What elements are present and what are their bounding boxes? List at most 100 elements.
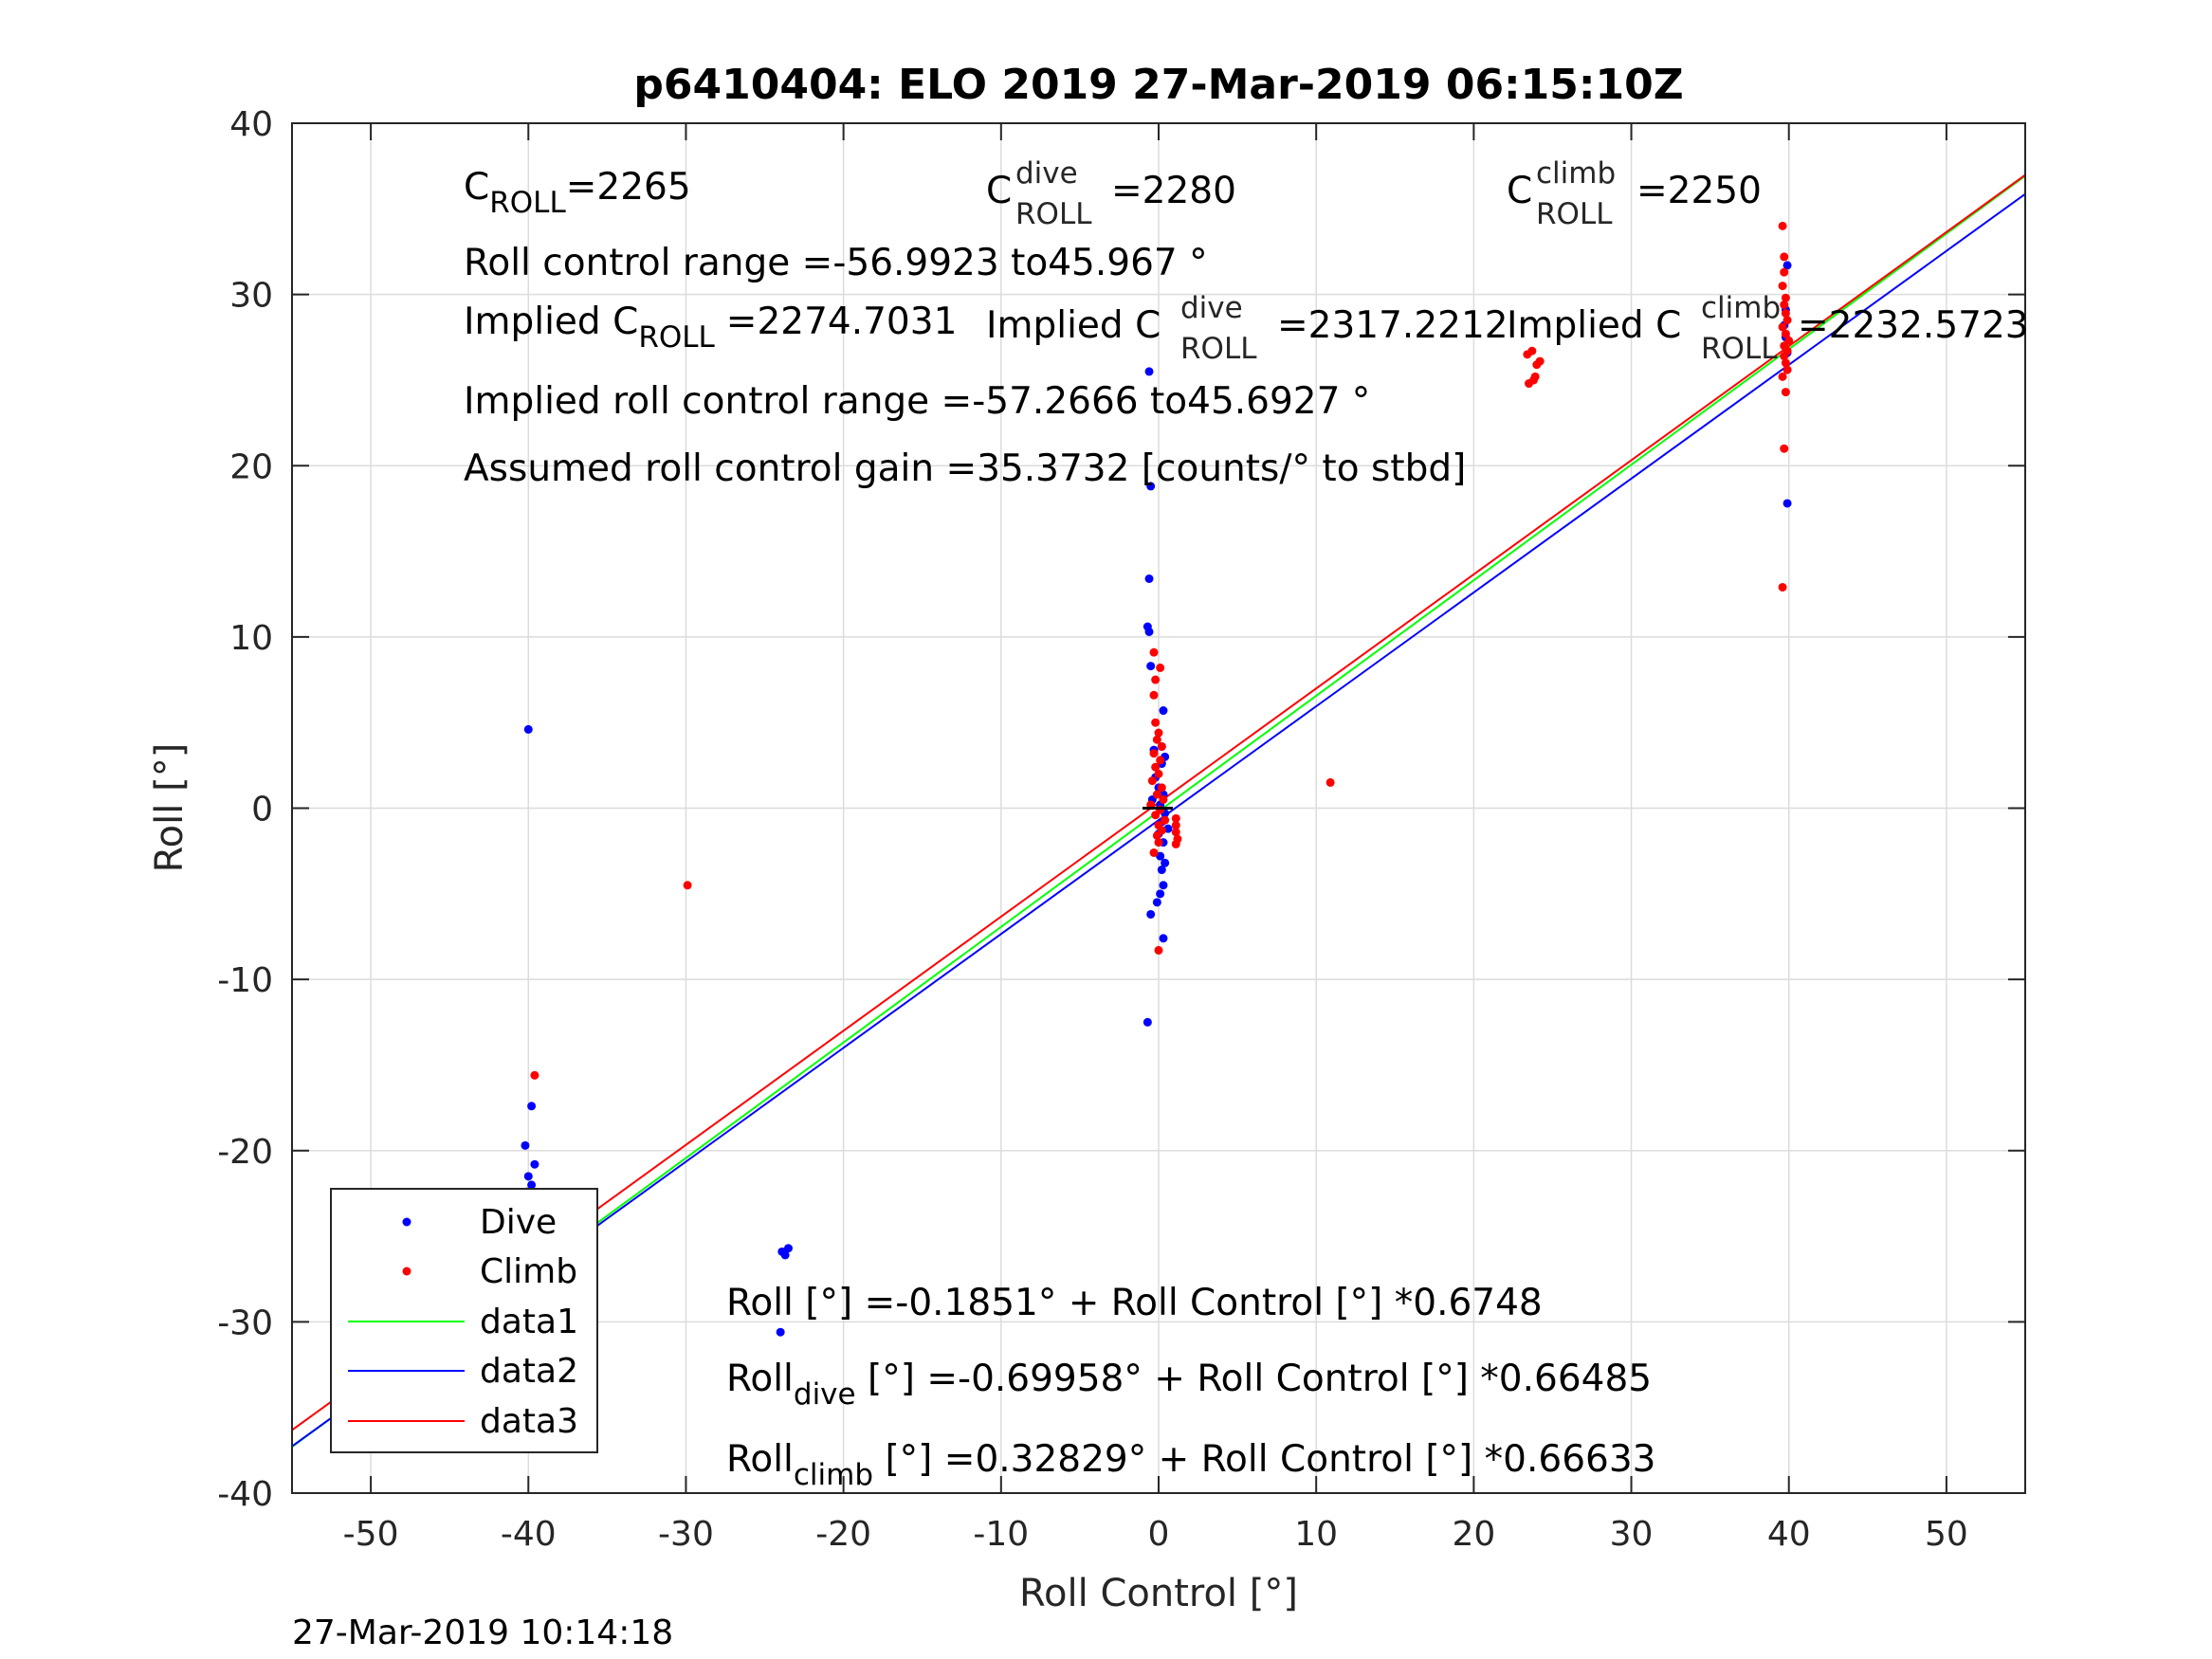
climb-point: [1151, 718, 1161, 727]
climb-point: [1782, 316, 1792, 325]
climb-point: [1149, 690, 1159, 700]
implied-c-roll-dive-annotation: Implied C: [986, 304, 1161, 347]
dive-point: [1159, 881, 1168, 890]
climb-point: [1780, 444, 1789, 453]
legend: Dive Climb data1 data2 data3: [330, 1188, 598, 1453]
implied-c-roll-value: =2274.7031: [726, 301, 958, 343]
dive-point: [530, 1159, 539, 1169]
climb-point: [1778, 282, 1787, 291]
x-tick-label: -50: [343, 1515, 399, 1554]
climb-point: [1171, 828, 1180, 837]
fit-dive-annotation: Rolldive [°] =-0.69958° + Roll Control […: [726, 1358, 1652, 1412]
implied-c-roll-dive-value: =2317.2212: [1277, 304, 1508, 347]
fit-climb-base: Roll: [726, 1438, 794, 1481]
climb-point: [1157, 783, 1166, 793]
dive-point: [1157, 866, 1166, 875]
climb-point: [1171, 821, 1180, 830]
climb-point: [1152, 735, 1161, 744]
legend-data1-label: data1: [480, 1303, 578, 1341]
c-roll-climb-base: C: [1507, 170, 1532, 212]
dive-point: [1156, 851, 1165, 861]
climb-point: [1149, 848, 1159, 857]
dive-point: [1146, 909, 1156, 919]
c-roll-climb-sup: climb: [1536, 156, 1616, 191]
dive-point: [1156, 889, 1165, 899]
y-tick-label: 30: [229, 277, 273, 316]
legend-climb-marker: [402, 1267, 411, 1276]
dive-point: [1144, 574, 1154, 583]
x-tick-label: 50: [1925, 1515, 1968, 1554]
implied-c-roll-dive-sup: dive: [1180, 291, 1243, 325]
climb-point: [1778, 582, 1787, 592]
implied-c-roll-climb-sub: ROLL: [1701, 332, 1778, 366]
climb-point: [1782, 365, 1792, 374]
x-tick-label: -20: [815, 1515, 871, 1554]
y-tick-label: -40: [217, 1475, 273, 1514]
y-tick-label: -20: [217, 1133, 273, 1172]
roll-control-range-annotation: Roll control range =-56.9923 to45.967 °: [464, 242, 1208, 284]
c-roll-dive-base: C: [986, 170, 1012, 212]
climb-point: [1527, 346, 1537, 356]
climb-point: [1152, 830, 1161, 840]
x-tick-label: 20: [1452, 1515, 1495, 1554]
y-tick-label: 20: [229, 447, 273, 486]
climb-point: [1154, 945, 1163, 955]
dive-point: [523, 1172, 533, 1181]
dive-point: [1143, 1017, 1152, 1027]
y-tick-label: 40: [229, 105, 273, 144]
climb-point: [1154, 838, 1163, 848]
dive-point: [523, 724, 533, 734]
dive-point: [1159, 706, 1168, 716]
dive-point: [780, 1250, 790, 1260]
climb-point: [1147, 776, 1157, 786]
implied-c-roll-climb-value: =2232.5723: [1798, 304, 2029, 347]
c-roll-annotation: CROLL=2265: [464, 166, 691, 220]
climb-point: [1781, 388, 1790, 397]
implied-c-roll-climb-sup: climb: [1701, 291, 1781, 325]
fit-dive-rest: [°] =-0.69958° + Roll Control [°] *0.664…: [856, 1358, 1652, 1400]
climb-point: [1151, 762, 1161, 772]
fit-dive-sub: dive: [794, 1377, 856, 1412]
x-tick-label: 30: [1610, 1515, 1654, 1554]
c-roll-dive-annotation: C: [986, 170, 1012, 212]
y-tick-label: 0: [251, 791, 273, 830]
dive-point: [1161, 858, 1170, 867]
implied-c-roll-prefix: Implied C: [464, 301, 638, 343]
climb-point: [1151, 811, 1161, 820]
climb-point: [1156, 756, 1165, 765]
x-tick-label: 0: [1148, 1515, 1170, 1554]
legend-data2-label: data2: [480, 1352, 578, 1391]
chart-title: p6410404: ELO 2019 27-Mar-2019 06:15:10Z: [633, 61, 1683, 109]
implied-range-annotation: Implied roll control range =-57.2666 to4…: [464, 380, 1370, 423]
tick-labels: -50 -40 -30 -20 -10 0 10 20 30 40 50 -40 -30 -20 -10 0 1…: [217, 105, 1968, 1554]
y-tick-label: -30: [217, 1304, 273, 1342]
c-roll-dive-value: =2280: [1111, 170, 1236, 212]
x-tick-label: 10: [1294, 1515, 1338, 1554]
dive-point: [783, 1244, 793, 1253]
climb-point: [1781, 329, 1790, 338]
legend-dive-label: Dive: [480, 1203, 557, 1242]
climb-point: [1778, 221, 1787, 230]
climb-point: [1780, 252, 1789, 262]
climb-point: [1781, 308, 1790, 318]
climb-point: [1778, 322, 1787, 332]
dive-point: [1146, 662, 1156, 671]
legend-dive-marker: [402, 1217, 411, 1227]
climb-point: [1529, 375, 1539, 385]
dive-point: [527, 1102, 537, 1111]
y-tick-label: 10: [229, 619, 273, 658]
climb-point: [1780, 300, 1789, 309]
timestamp: 27-Mar-2019 10:14:18: [292, 1613, 673, 1652]
climb-point: [1154, 769, 1163, 778]
fit-climb-sub: climb: [794, 1458, 873, 1492]
implied-c-roll-annotation: Implied CROLL =2274.7031: [464, 301, 957, 355]
c-roll-sub: ROLL: [489, 186, 566, 220]
c-roll-climb-value: =2250: [1636, 170, 1762, 212]
climb-point: [1152, 790, 1161, 799]
legend-data3-label: data3: [480, 1402, 578, 1441]
c-roll-climb-sub: ROLL: [1536, 197, 1613, 231]
dive-point: [1152, 898, 1161, 907]
climb-point: [1149, 749, 1159, 758]
climb-point: [1159, 794, 1168, 804]
